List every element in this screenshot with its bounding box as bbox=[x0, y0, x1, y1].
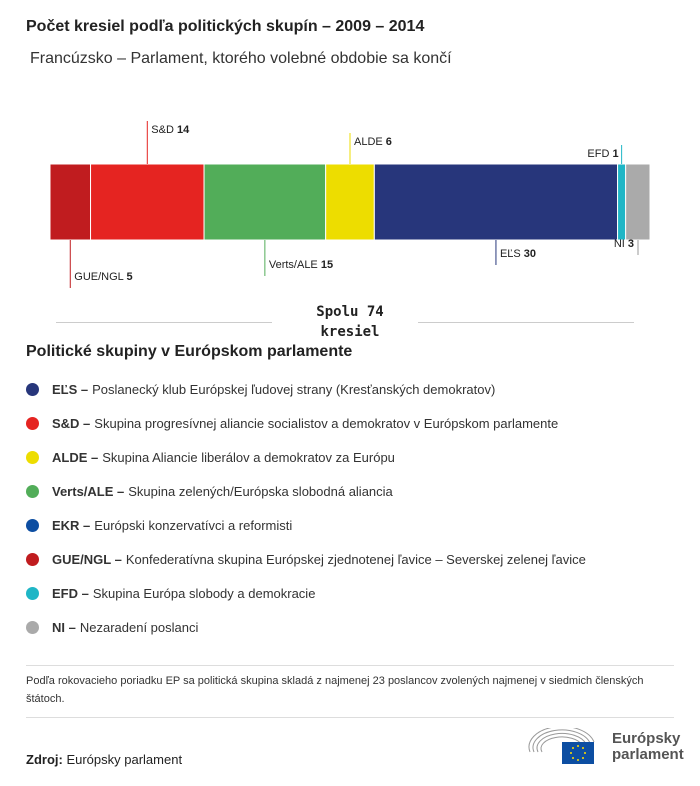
legend-item: GUE/NGL – Konfederatívna skupina Európske… bbox=[26, 542, 586, 576]
legend-abbr: EFD – bbox=[52, 585, 89, 601]
legend-dot-icon bbox=[26, 416, 39, 430]
data-label-efd: EFD 1 bbox=[587, 148, 618, 160]
bar-segment-s-d bbox=[90, 163, 205, 241]
bar-segment-efd bbox=[617, 163, 627, 241]
divider-right bbox=[418, 322, 634, 323]
data-label-alde: ALDE 6 bbox=[354, 136, 392, 148]
source-value: Európsky parlament bbox=[66, 752, 183, 767]
logo-text: Európsky parlament bbox=[612, 730, 684, 763]
data-label-e-s: EĽS 30 bbox=[500, 248, 536, 260]
total-seats: Spolu 74 kresiel bbox=[275, 302, 425, 342]
legend-dot-icon bbox=[26, 450, 39, 464]
legend-abbr: ALDE – bbox=[52, 449, 99, 465]
legend: EĽS – Poslanecký klub Európskej ľudovej s… bbox=[26, 372, 586, 644]
legend-text: Konfederatívna skupina Európskej zjednot… bbox=[125, 551, 586, 567]
stacked-bar-chart: GUE/NGL 5 S&D 14 Verts/ALE 15 ALDE 6 EĽS 30 E… bbox=[49, 121, 651, 288]
bar-segment-e-s bbox=[373, 163, 619, 241]
bar-segment-gue-ngl bbox=[49, 163, 92, 241]
bar-segment-alde bbox=[325, 163, 375, 241]
data-label-ni: NI 3 bbox=[614, 238, 634, 250]
legend-item: ALDE – Skupina Aliancie liberálov a demok… bbox=[26, 440, 586, 474]
legend-item: Verts/ALE – Skupina zelených/Európska slo… bbox=[26, 474, 586, 508]
source-label: Zdroj: bbox=[26, 752, 63, 767]
chart-subtitle: Francúzsko – Parlament, ktorého volebné … bbox=[30, 50, 452, 67]
legend-item: EKR – Európski konzervatívci a reformisti bbox=[26, 508, 586, 542]
divider bbox=[26, 665, 674, 666]
source: Zdroj: Európsky parlament bbox=[26, 752, 182, 767]
legend-dot-icon bbox=[26, 518, 39, 532]
bar-segment-ni bbox=[625, 163, 651, 241]
legend-text: Skupina zelených/Európska slobodná alian… bbox=[128, 483, 393, 499]
legend-text: Skupina Aliancie liberálov a demokratov … bbox=[102, 449, 395, 465]
legend-abbr: GUE/NGL – bbox=[52, 551, 122, 567]
bar-segment-verts-ale bbox=[203, 163, 327, 241]
legend-title: Politické skupiny v Európskom parlamente bbox=[26, 343, 353, 360]
legend-abbr: NI – bbox=[52, 619, 76, 635]
legend-item: EĽS – Poslanecký klub Európskej ľudovej s… bbox=[26, 372, 586, 406]
legend-abbr: Verts/ALE – bbox=[52, 483, 125, 499]
legend-dot-icon bbox=[26, 484, 39, 498]
total-line2: kresiel bbox=[320, 324, 380, 340]
chart-title: Počet kresiel podľa politických skupín –… bbox=[26, 18, 425, 35]
total-line1: Spolu 74 bbox=[316, 304, 384, 320]
legend-dot-icon bbox=[26, 586, 39, 600]
divider-left bbox=[56, 322, 272, 323]
legend-abbr: EĽS – bbox=[52, 381, 89, 397]
data-label-verts-ale: Verts/ALE 15 bbox=[269, 259, 333, 271]
legend-text: Poslanecký klub Európskej ľudovej strany… bbox=[92, 381, 496, 397]
divider bbox=[26, 717, 674, 718]
legend-item: NI – Nezaradení poslanci bbox=[26, 610, 586, 644]
parliament-logo-icon bbox=[528, 728, 595, 764]
data-label-gue-ngl: GUE/NGL 5 bbox=[74, 271, 132, 283]
footnote: Podľa rokovacieho poriadku EP sa politic… bbox=[26, 675, 644, 705]
legend-item: S&D – Skupina progresívnej aliancie socia… bbox=[26, 406, 586, 440]
legend-text: Skupina Európa slobody a demokracie bbox=[92, 585, 316, 601]
legend-abbr: S&D – bbox=[52, 415, 91, 431]
legend-text: Nezaradení poslanci bbox=[79, 619, 199, 635]
ep-logo: Európsky parlament bbox=[528, 728, 684, 766]
legend-item: EFD – Skupina Európa slobody a demokracie bbox=[26, 576, 586, 610]
legend-text: Skupina progresívnej aliancie socialisto… bbox=[94, 415, 559, 431]
data-label-s-d: S&D 14 bbox=[151, 124, 190, 136]
legend-dot-icon bbox=[26, 382, 39, 396]
legend-abbr: EKR – bbox=[52, 517, 91, 533]
legend-text: Európski konzervatívci a reformisti bbox=[94, 517, 293, 533]
legend-dot-icon bbox=[26, 552, 39, 566]
legend-dot-icon bbox=[26, 620, 39, 634]
